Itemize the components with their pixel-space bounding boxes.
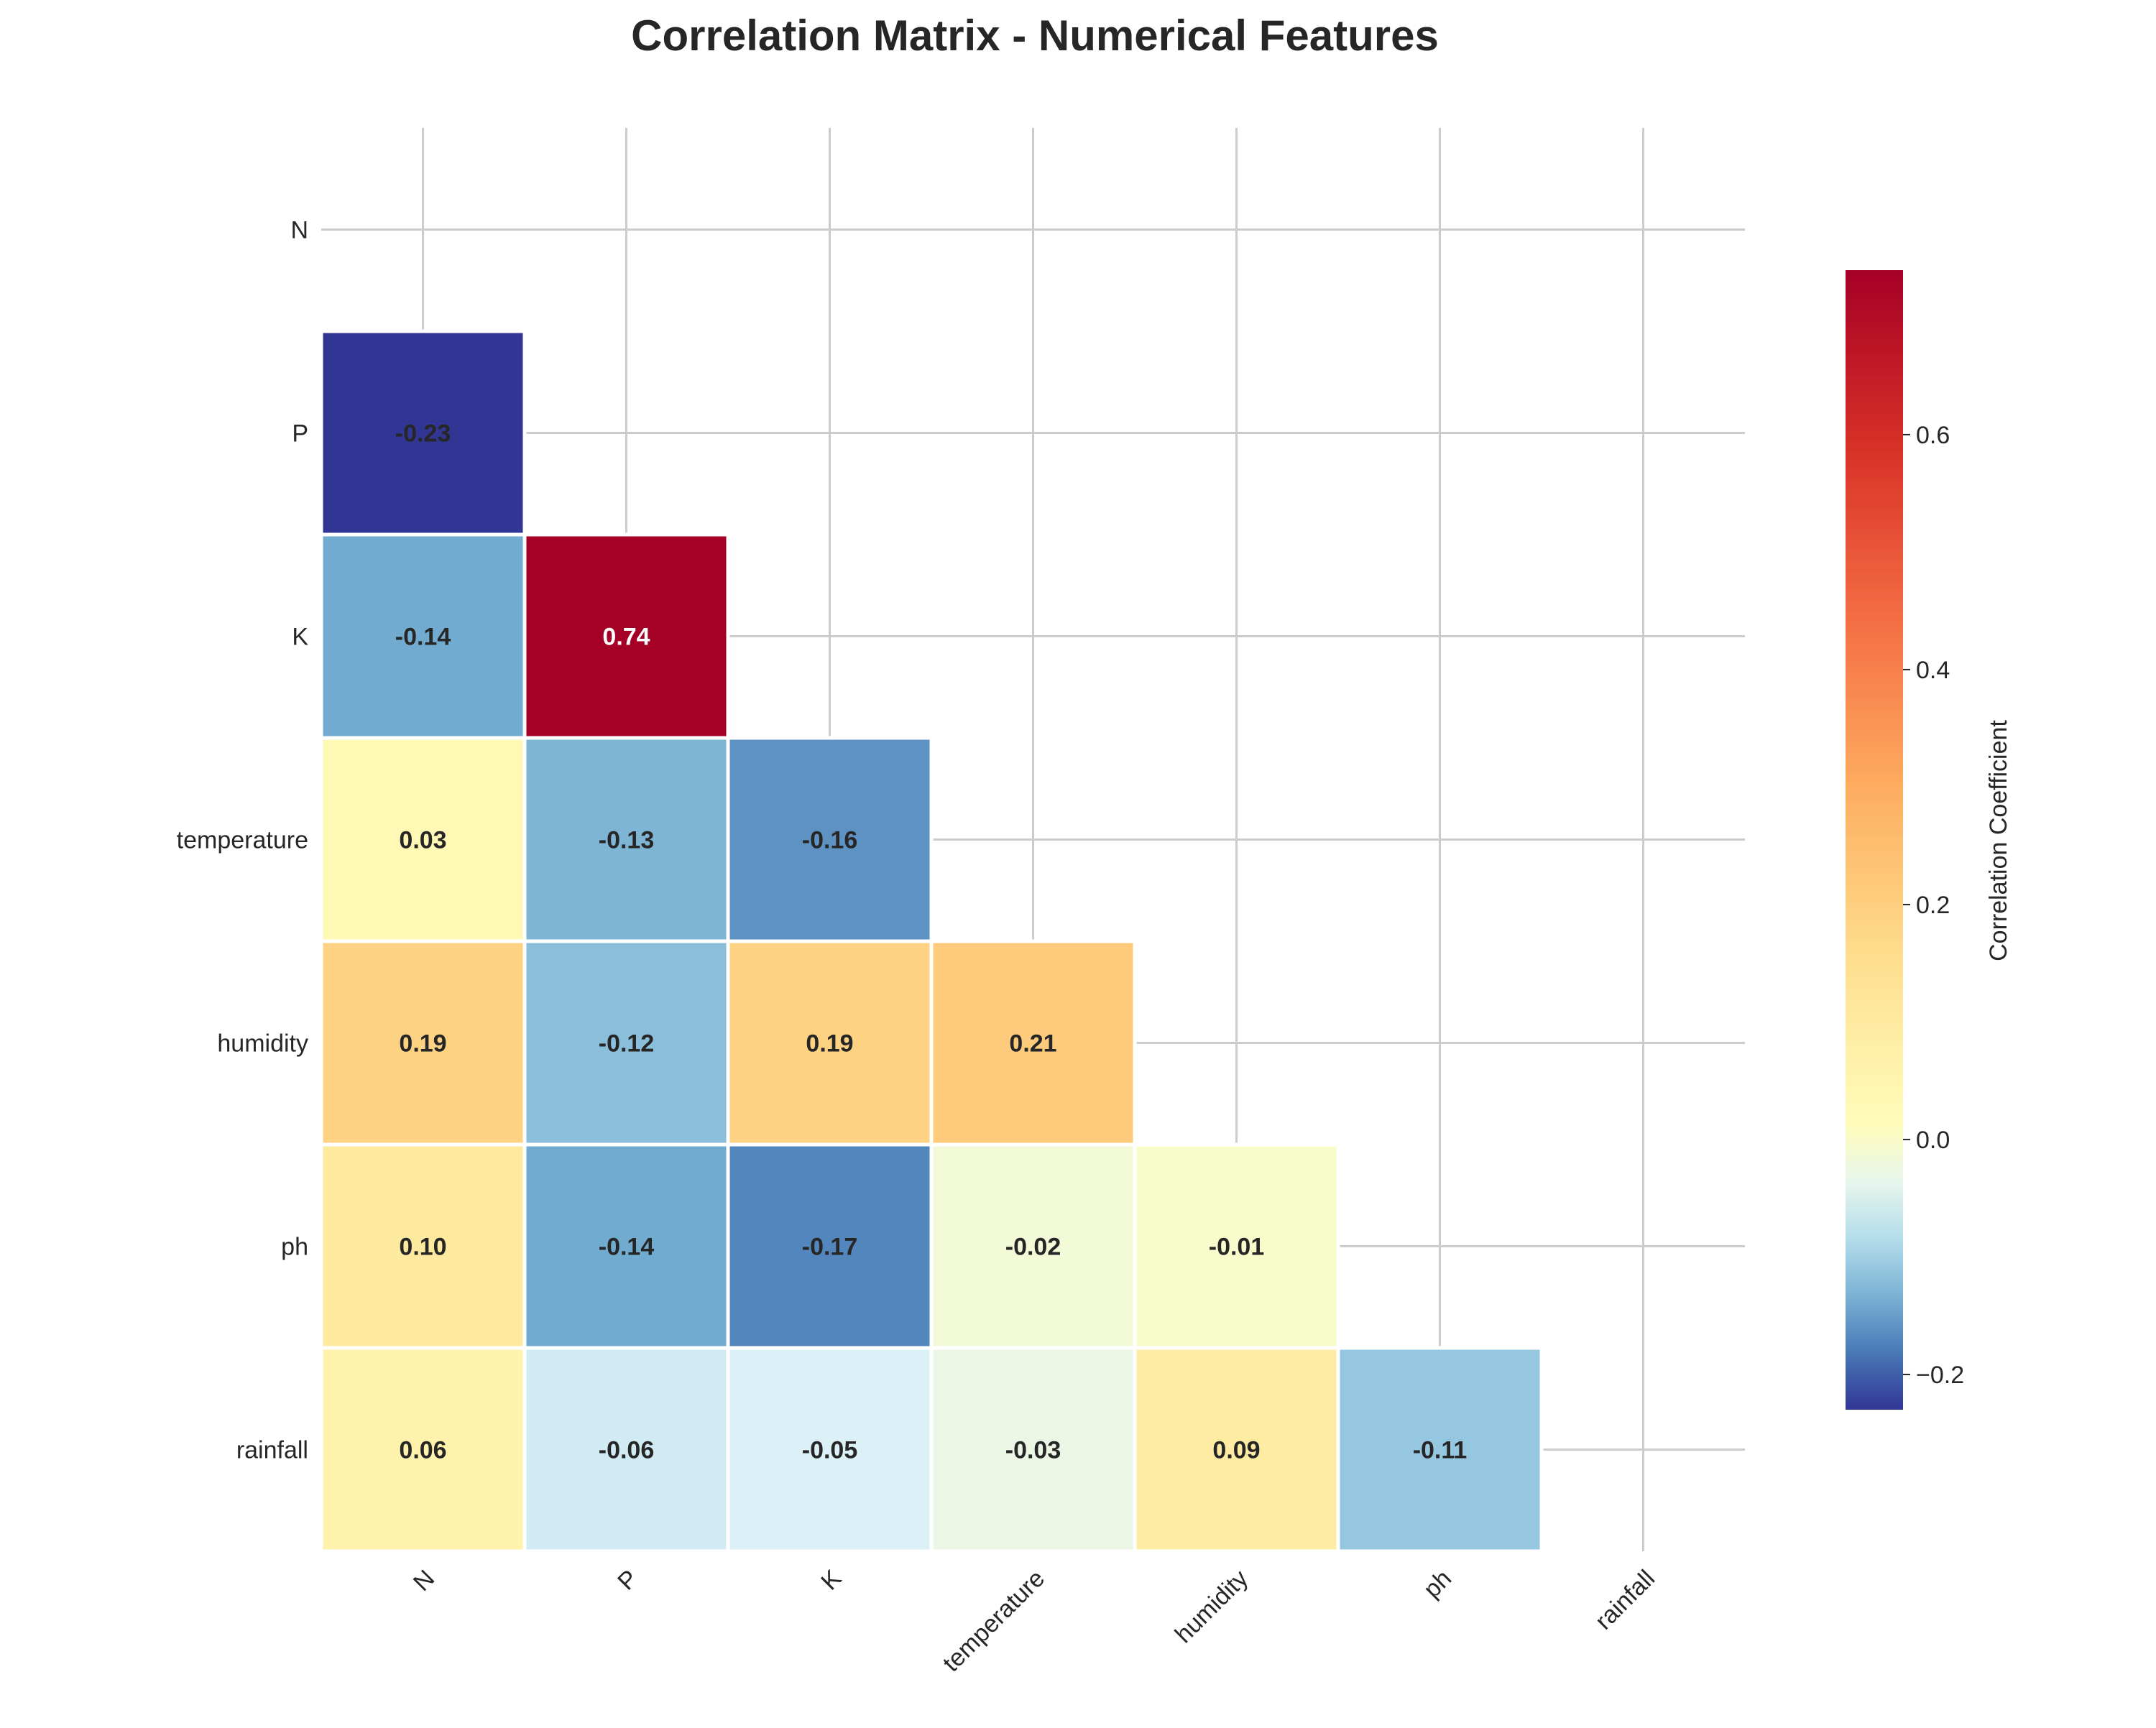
cell-value-label: -0.11 (1413, 1437, 1468, 1464)
heatmap-cell-rainfall-k (726, 1346, 934, 1553)
colorbar-tick-label: −0.2 (1916, 1362, 1964, 1389)
colorbar: Correlation Coefficient −0.2 0.0 0.2 0.4 0.6 (1846, 270, 2012, 1410)
x-tick-label-n: N (408, 1565, 440, 1597)
heatmap-cell-temperature-k (726, 736, 934, 943)
heatmap-cell-rainfall-ph (1336, 1346, 1544, 1553)
cell-value-label: -0.14 (395, 624, 451, 651)
x-tick-label-k: K (816, 1565, 847, 1596)
cell-value-label: -0.23 (395, 420, 451, 448)
colorbar-gradient (1846, 270, 1903, 1410)
cell-value-label: -0.01 (1209, 1234, 1265, 1261)
cell-value-label: 0.74 (602, 624, 650, 651)
colorbar-tick-label: 0.2 (1916, 892, 1950, 919)
heatmap-cell-rainfall-humidity (1133, 1346, 1340, 1553)
y-tick-label-temperature: temperature (177, 827, 308, 854)
cell-value-label: -0.02 (1005, 1234, 1061, 1261)
colorbar-tick-label: 0.6 (1916, 422, 1950, 449)
heatmap-cell-ph-n (319, 1142, 527, 1350)
heatmap-cell-p-n (319, 329, 527, 537)
x-tick-label-rainfall: rainfall (1590, 1565, 1660, 1635)
cell-value-label: -0.05 (802, 1437, 858, 1464)
cell-value-label: 0.03 (399, 827, 446, 854)
colorbar-label: Correlation Coefficient (1985, 720, 2012, 961)
x-tick-label-ph: ph (1419, 1565, 1457, 1604)
x-tick-label-humidity: humidity (1170, 1565, 1253, 1648)
heatmap-cell-humidity-n (319, 939, 527, 1147)
cell-value-label: -0.17 (802, 1234, 858, 1261)
cell-value-label: 0.06 (399, 1437, 446, 1464)
y-tick-label-n: N (290, 217, 308, 244)
cell-value-label: -0.13 (599, 827, 655, 854)
y-tick-label-k: K (292, 624, 308, 651)
heatmap-cell-rainfall-n (319, 1346, 527, 1553)
cell-value-label: -0.16 (802, 827, 858, 854)
y-tick-label-humidity: humidity (217, 1030, 308, 1058)
cell-value-label: 0.19 (806, 1030, 853, 1058)
y-tick-label-ph: ph (281, 1234, 308, 1261)
cell-value-label: -0.06 (599, 1437, 655, 1464)
cell-value-label: 0.10 (399, 1234, 446, 1261)
chart-title: Correlation Matrix - Numerical Features (631, 11, 1439, 60)
y-tick-label-rainfall: rainfall (236, 1437, 308, 1464)
heatmap-cell-k-p (522, 532, 730, 740)
heatmap-cell-rainfall-p (522, 1346, 730, 1553)
x-tick-label-temperature: temperature (938, 1565, 1051, 1678)
y-tick-label-p: P (292, 420, 308, 448)
cell-value-label: -0.14 (599, 1234, 655, 1261)
cell-value-label: 0.09 (1212, 1437, 1260, 1464)
heatmap-cells: -0.23 -0.14 0.74 0.03 -0.13 -0.16 0.19 -0.12 0.1… (319, 329, 1544, 1553)
colorbar-tick-label: 0.0 (1916, 1127, 1950, 1154)
heatmap-cell-ph-humidity (1133, 1142, 1340, 1350)
cell-value-label: -0.03 (1005, 1437, 1061, 1464)
heatmap-cell-humidity-p (522, 939, 730, 1147)
heatmap-cell-ph-p (522, 1142, 730, 1350)
cell-value-label: -0.12 (599, 1030, 655, 1058)
heatmap-cell-humidity-temperature (929, 939, 1137, 1147)
cell-value-label: 0.21 (1009, 1030, 1056, 1058)
cell-value-label: 0.19 (399, 1030, 446, 1058)
x-tick-label-p: P (612, 1565, 643, 1596)
colorbar-tick-label: 0.4 (1916, 657, 1950, 684)
